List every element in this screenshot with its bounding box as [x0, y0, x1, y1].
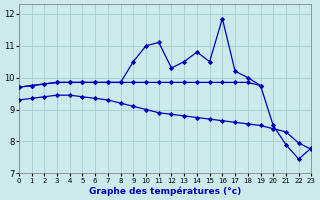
- X-axis label: Graphe des températures (°c): Graphe des températures (°c): [89, 186, 241, 196]
